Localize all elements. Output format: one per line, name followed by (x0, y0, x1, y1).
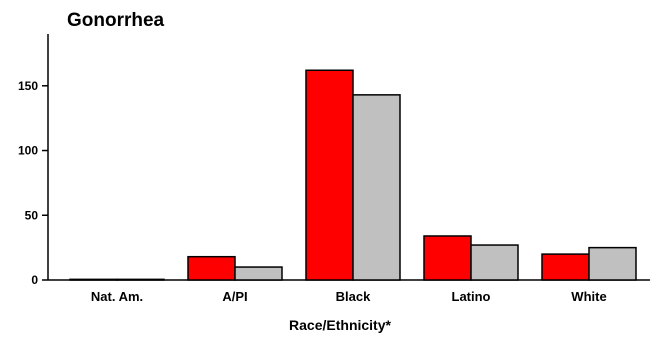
x-tick-label: A/PI (222, 289, 247, 304)
bar-a-pi-series-1 (187, 255, 236, 281)
bar-nat-am-series-1 (69, 278, 118, 281)
y-tick-label: 100 (18, 144, 38, 158)
y-axis-ticks: 0 50 100 150 (18, 79, 48, 287)
x-tick-label: White (571, 289, 606, 304)
bar-black-series-1 (305, 69, 354, 281)
bar-white-series-2 (588, 246, 637, 281)
y-tick-label: 150 (18, 79, 38, 93)
x-axis-tick-labels: Nat. Am. A/PI Black Latino White (91, 289, 607, 304)
bar-a-pi-series-2 (234, 266, 283, 281)
x-axis-title: Race/Ethnicity* (289, 317, 391, 333)
bar-black-series-2 (352, 94, 401, 281)
x-tick-label: Latino (452, 289, 491, 304)
x-tick-label: Nat. Am. (91, 289, 143, 304)
bar-white-series-1 (541, 253, 590, 281)
bars (69, 69, 637, 281)
y-tick-label: 0 (31, 273, 38, 287)
bar-latino-series-1 (423, 235, 472, 281)
bar-latino-series-2 (470, 244, 519, 281)
x-tick-label: Black (336, 289, 371, 304)
bar-nat-am-series-2 (116, 278, 165, 281)
chart-title: Gonorrhea (67, 10, 165, 31)
y-tick-label: 50 (25, 208, 39, 222)
